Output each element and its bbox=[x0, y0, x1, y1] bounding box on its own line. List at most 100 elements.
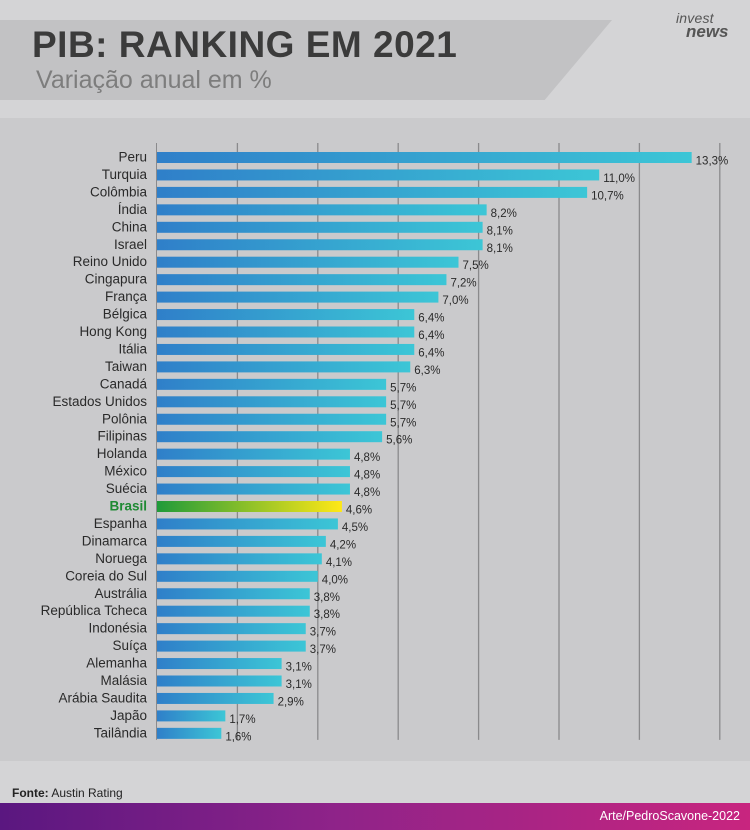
header-band bbox=[0, 20, 612, 100]
investnews-logo: invest news bbox=[676, 10, 742, 46]
category-label: Polônia bbox=[102, 411, 148, 426]
value-label: 2,9% bbox=[278, 696, 304, 708]
value-label: 6,4% bbox=[418, 313, 444, 325]
category-labels: Peru Turquia Colômbia Índia China Israel Reino… bbox=[41, 150, 148, 741]
category-label: Hong Kong bbox=[79, 324, 147, 339]
category-label: Holanda bbox=[97, 446, 148, 461]
value-label: 4,2% bbox=[330, 539, 356, 551]
bar-item bbox=[157, 291, 439, 303]
chart-panel: Peru Turquia Colômbia Índia China Israel Reino… bbox=[0, 118, 750, 761]
category-label: Estados Unidos bbox=[52, 394, 147, 409]
source-label: Fonte: bbox=[12, 786, 49, 800]
value-labels: 13,3% 11,0% 10,7% 8,2% 8,1% 8,1% 7,5% 7,2% 7,0% 6… bbox=[225, 156, 728, 744]
chart-title: PIB: RANKING EM 2021 bbox=[32, 24, 458, 65]
value-label: 5,7% bbox=[390, 382, 416, 394]
bar-item bbox=[157, 483, 350, 495]
bar-item bbox=[157, 623, 306, 635]
value-label: 6,4% bbox=[418, 347, 444, 359]
category-label: Tailândia bbox=[94, 725, 148, 740]
bar-item bbox=[157, 256, 459, 268]
category-label: Brasil bbox=[109, 499, 147, 514]
value-label: 11,0% bbox=[603, 173, 635, 185]
value-label: 8,1% bbox=[487, 225, 513, 237]
bar-item bbox=[157, 326, 415, 338]
category-label: Malásia bbox=[100, 673, 147, 688]
value-label: 5,6% bbox=[386, 435, 412, 447]
category-label: Israel bbox=[114, 237, 147, 252]
bar-item bbox=[157, 309, 415, 321]
bar-item bbox=[157, 675, 282, 687]
category-label: Canadá bbox=[100, 376, 148, 391]
bar-item bbox=[157, 553, 322, 565]
category-label: Dinamarca bbox=[82, 533, 148, 548]
category-label: Austrália bbox=[94, 586, 147, 601]
value-label: 6,4% bbox=[418, 330, 444, 342]
value-label: 1,6% bbox=[225, 731, 251, 743]
value-label: 7,0% bbox=[442, 295, 468, 307]
category-label: China bbox=[112, 219, 148, 234]
logo-text-news: news bbox=[686, 22, 729, 41]
value-label: 3,1% bbox=[286, 679, 312, 691]
value-label: 4,8% bbox=[354, 487, 380, 499]
category-label: Bélgica bbox=[103, 307, 148, 322]
value-label: 8,2% bbox=[491, 208, 517, 220]
art-credit: Arte/PedroScavone-2022 bbox=[599, 809, 740, 823]
category-label: Arábia Saudita bbox=[58, 690, 147, 705]
value-label: 1,7% bbox=[229, 714, 255, 726]
category-label: Cingapura bbox=[85, 272, 148, 287]
footer-bar: Arte/PedroScavone-2022 bbox=[0, 803, 750, 830]
category-label: Reino Unido bbox=[73, 254, 147, 269]
value-label: 3,8% bbox=[314, 609, 340, 621]
value-label: 6,3% bbox=[414, 365, 440, 377]
category-label: República Tcheca bbox=[41, 603, 148, 618]
bar-item bbox=[157, 378, 387, 390]
logo-text-invest: invest bbox=[676, 10, 714, 26]
category-label: Alemanha bbox=[86, 656, 147, 671]
category-label: Japão bbox=[110, 708, 147, 723]
value-label: 3,1% bbox=[286, 662, 312, 674]
bar-item bbox=[157, 343, 415, 355]
value-label: 5,7% bbox=[390, 417, 416, 429]
category-label: Itália bbox=[118, 341, 147, 356]
chart-subtitle: Variação anual em % bbox=[36, 66, 272, 94]
value-label: 4,8% bbox=[354, 470, 380, 482]
value-label: 10,7% bbox=[591, 190, 624, 202]
bar-item bbox=[157, 239, 483, 251]
bar-item bbox=[157, 692, 274, 704]
category-label: Índia bbox=[118, 202, 148, 217]
bar-item bbox=[157, 186, 588, 198]
bar-item bbox=[157, 169, 600, 181]
bar-item bbox=[157, 535, 326, 547]
bar-item bbox=[157, 413, 387, 425]
category-label: Colômbia bbox=[90, 184, 148, 199]
category-label: França bbox=[105, 289, 148, 304]
bar-chart: Peru Turquia Colômbia Índia China Israel Reino… bbox=[41, 143, 728, 744]
bar-item bbox=[157, 431, 383, 443]
value-label: 13,3% bbox=[696, 156, 729, 168]
category-label: Indonésia bbox=[88, 621, 147, 636]
value-label: 3,7% bbox=[310, 627, 336, 639]
category-label: Coreia do Sul bbox=[65, 568, 147, 583]
category-label: Suécia bbox=[106, 481, 148, 496]
bar-item bbox=[157, 396, 387, 408]
value-label: 7,5% bbox=[463, 260, 489, 272]
bar-item bbox=[157, 727, 222, 739]
bar-item bbox=[157, 221, 483, 233]
bar-item bbox=[157, 152, 692, 163]
source-note: Fonte: Austin Rating bbox=[12, 786, 123, 800]
bar-item bbox=[157, 361, 411, 373]
value-label: 4,1% bbox=[326, 557, 352, 569]
bar-item bbox=[157, 518, 338, 530]
value-label: 4,0% bbox=[322, 574, 348, 586]
bar-item bbox=[157, 658, 282, 670]
bar-item bbox=[157, 448, 350, 460]
bar-item bbox=[157, 710, 226, 722]
category-label: Taiwan bbox=[105, 359, 147, 374]
source-value: Austin Rating bbox=[51, 786, 123, 800]
value-label: 5,7% bbox=[390, 400, 416, 412]
category-label: Espanha bbox=[94, 516, 148, 531]
category-label: Filipinas bbox=[97, 429, 147, 444]
value-label: 8,1% bbox=[487, 243, 513, 255]
category-label: Noruega bbox=[95, 551, 147, 566]
bar-item bbox=[157, 640, 306, 652]
